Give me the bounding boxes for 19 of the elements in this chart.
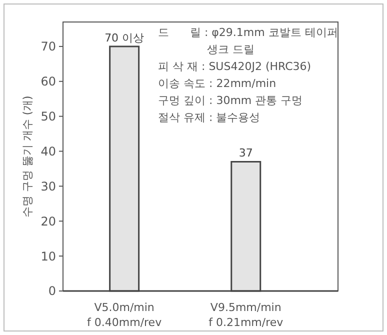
y-axis-title: 수명 구멍 뚫기 개수 (개) (21, 96, 34, 218)
data-label: 37 (238, 146, 253, 160)
annotation: 이송 속도 : 22mm/min (158, 77, 276, 90)
y-tick-label: 10 (40, 249, 56, 264)
x-tick-label: V9.5mm/min f 0.21mm/rev (208, 301, 284, 329)
x-tick-label: V5.0m/min f 0.40mm/rev (87, 301, 162, 329)
annotation: 구멍 깊이 : 30mm 관통 구멍 (158, 94, 303, 107)
y-tick-label: 30 (40, 179, 56, 194)
annotation: 생크 드릴 (158, 43, 254, 56)
data-label: 70 이상 (104, 31, 144, 44)
annotation: 피 삭 재 : SUS420J2 (HRC36) (158, 60, 312, 73)
annotation: 드 릴 : φ29.1mm 코발트 테이퍼 (158, 26, 338, 39)
y-tick-label: 70 (40, 40, 56, 54)
y-tick-label: 50 (40, 110, 56, 124)
y-tick-label: 60 (40, 74, 56, 89)
y-tick-label: 20 (40, 214, 56, 228)
annotation: 절삭 유제 : 불수용성 (158, 111, 260, 124)
y-tick-label: 40 (40, 144, 56, 158)
y-tick-label: 0 (48, 284, 56, 298)
